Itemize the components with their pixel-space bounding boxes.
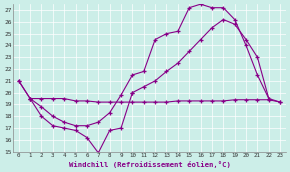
X-axis label: Windchill (Refroidissement éolien,°C): Windchill (Refroidissement éolien,°C) (68, 161, 230, 168)
